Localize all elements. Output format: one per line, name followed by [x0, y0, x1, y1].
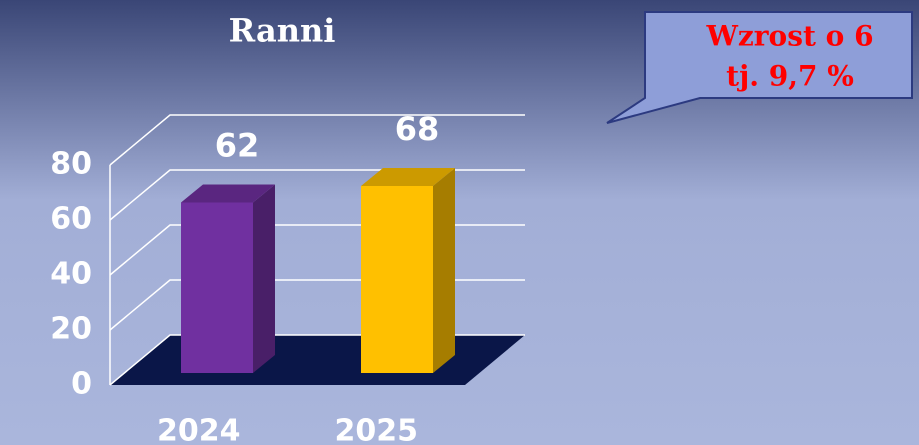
y-tick-label: 80 — [50, 147, 92, 182]
annotation: tj. 9,7 % — [726, 60, 854, 93]
callout — [606, 11, 913, 124]
chart-title: Ranni — [229, 12, 336, 50]
y-tick-label: 60 — [50, 202, 92, 237]
bar-front — [181, 202, 253, 373]
bar-side — [253, 184, 275, 373]
y-tick-label: 0 — [71, 367, 92, 402]
bar-top — [181, 184, 275, 203]
data-label: 62 — [215, 127, 260, 165]
bar-side — [433, 168, 455, 373]
floor — [110, 335, 525, 385]
bar — [181, 184, 275, 373]
bar-top — [361, 168, 455, 186]
bar-front — [361, 186, 433, 373]
annotation: Wzrost o 6 — [705, 20, 873, 53]
bar — [361, 168, 455, 373]
y-tick-label: 20 — [50, 312, 92, 347]
y-tick-label: 40 — [50, 257, 92, 292]
data-label: 68 — [395, 110, 440, 148]
x-tick-label: 2024 — [157, 414, 241, 445]
grid-line — [109, 114, 525, 166]
x-tick-label: 2025 — [335, 414, 419, 445]
